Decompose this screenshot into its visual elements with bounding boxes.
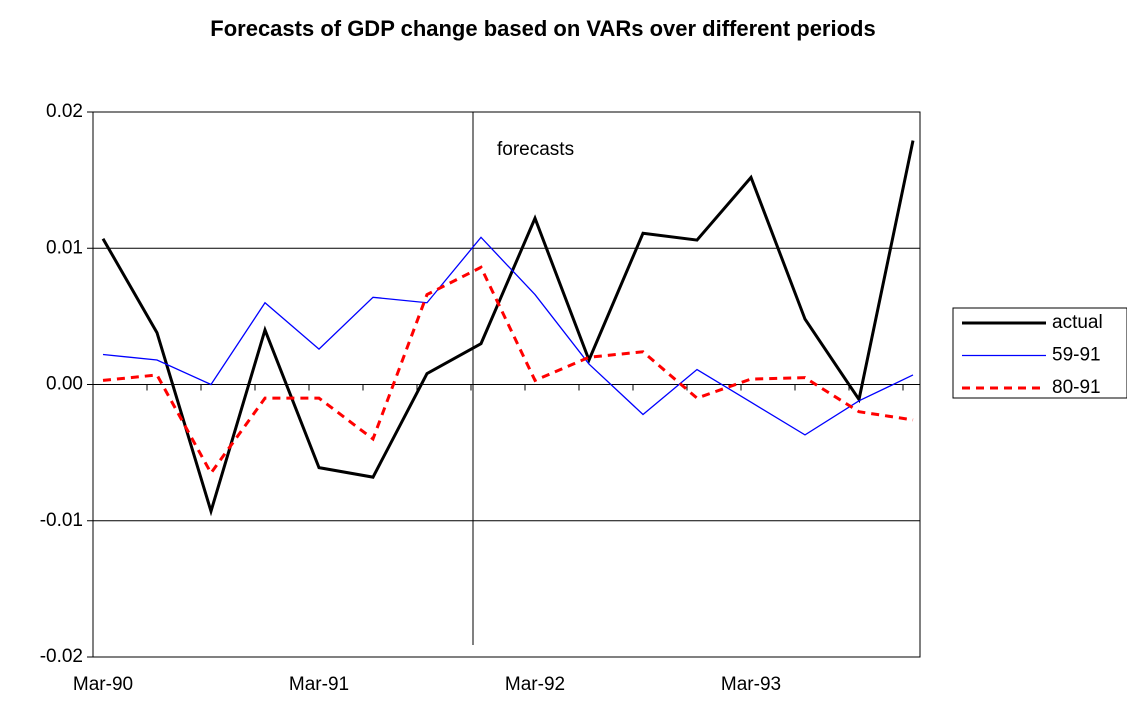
legend-label: 59-91: [1052, 345, 1101, 366]
chart-title: Forecasts of GDP change based on VARs ov…: [210, 16, 876, 41]
x-tick-label: Mar-93: [721, 674, 781, 695]
y-tick-label: -0.02: [40, 646, 83, 667]
x-tick-label: Mar-90: [73, 674, 133, 695]
legend-label: 80-91: [1052, 377, 1101, 398]
y-tick-label: -0.01: [40, 510, 83, 531]
y-tick-label: 0.01: [46, 237, 83, 258]
x-tick-label: Mar-92: [505, 674, 565, 695]
series-line: [102, 236, 914, 436]
series-line: [101, 140, 915, 517]
annotation: forecasts: [497, 139, 574, 160]
y-tick-label: 0.02: [46, 101, 83, 122]
legend-label: actual: [1052, 312, 1103, 333]
x-tick-label: Mar-91: [289, 674, 349, 695]
series-line: [102, 265, 914, 476]
y-tick-label: 0.00: [46, 374, 83, 395]
